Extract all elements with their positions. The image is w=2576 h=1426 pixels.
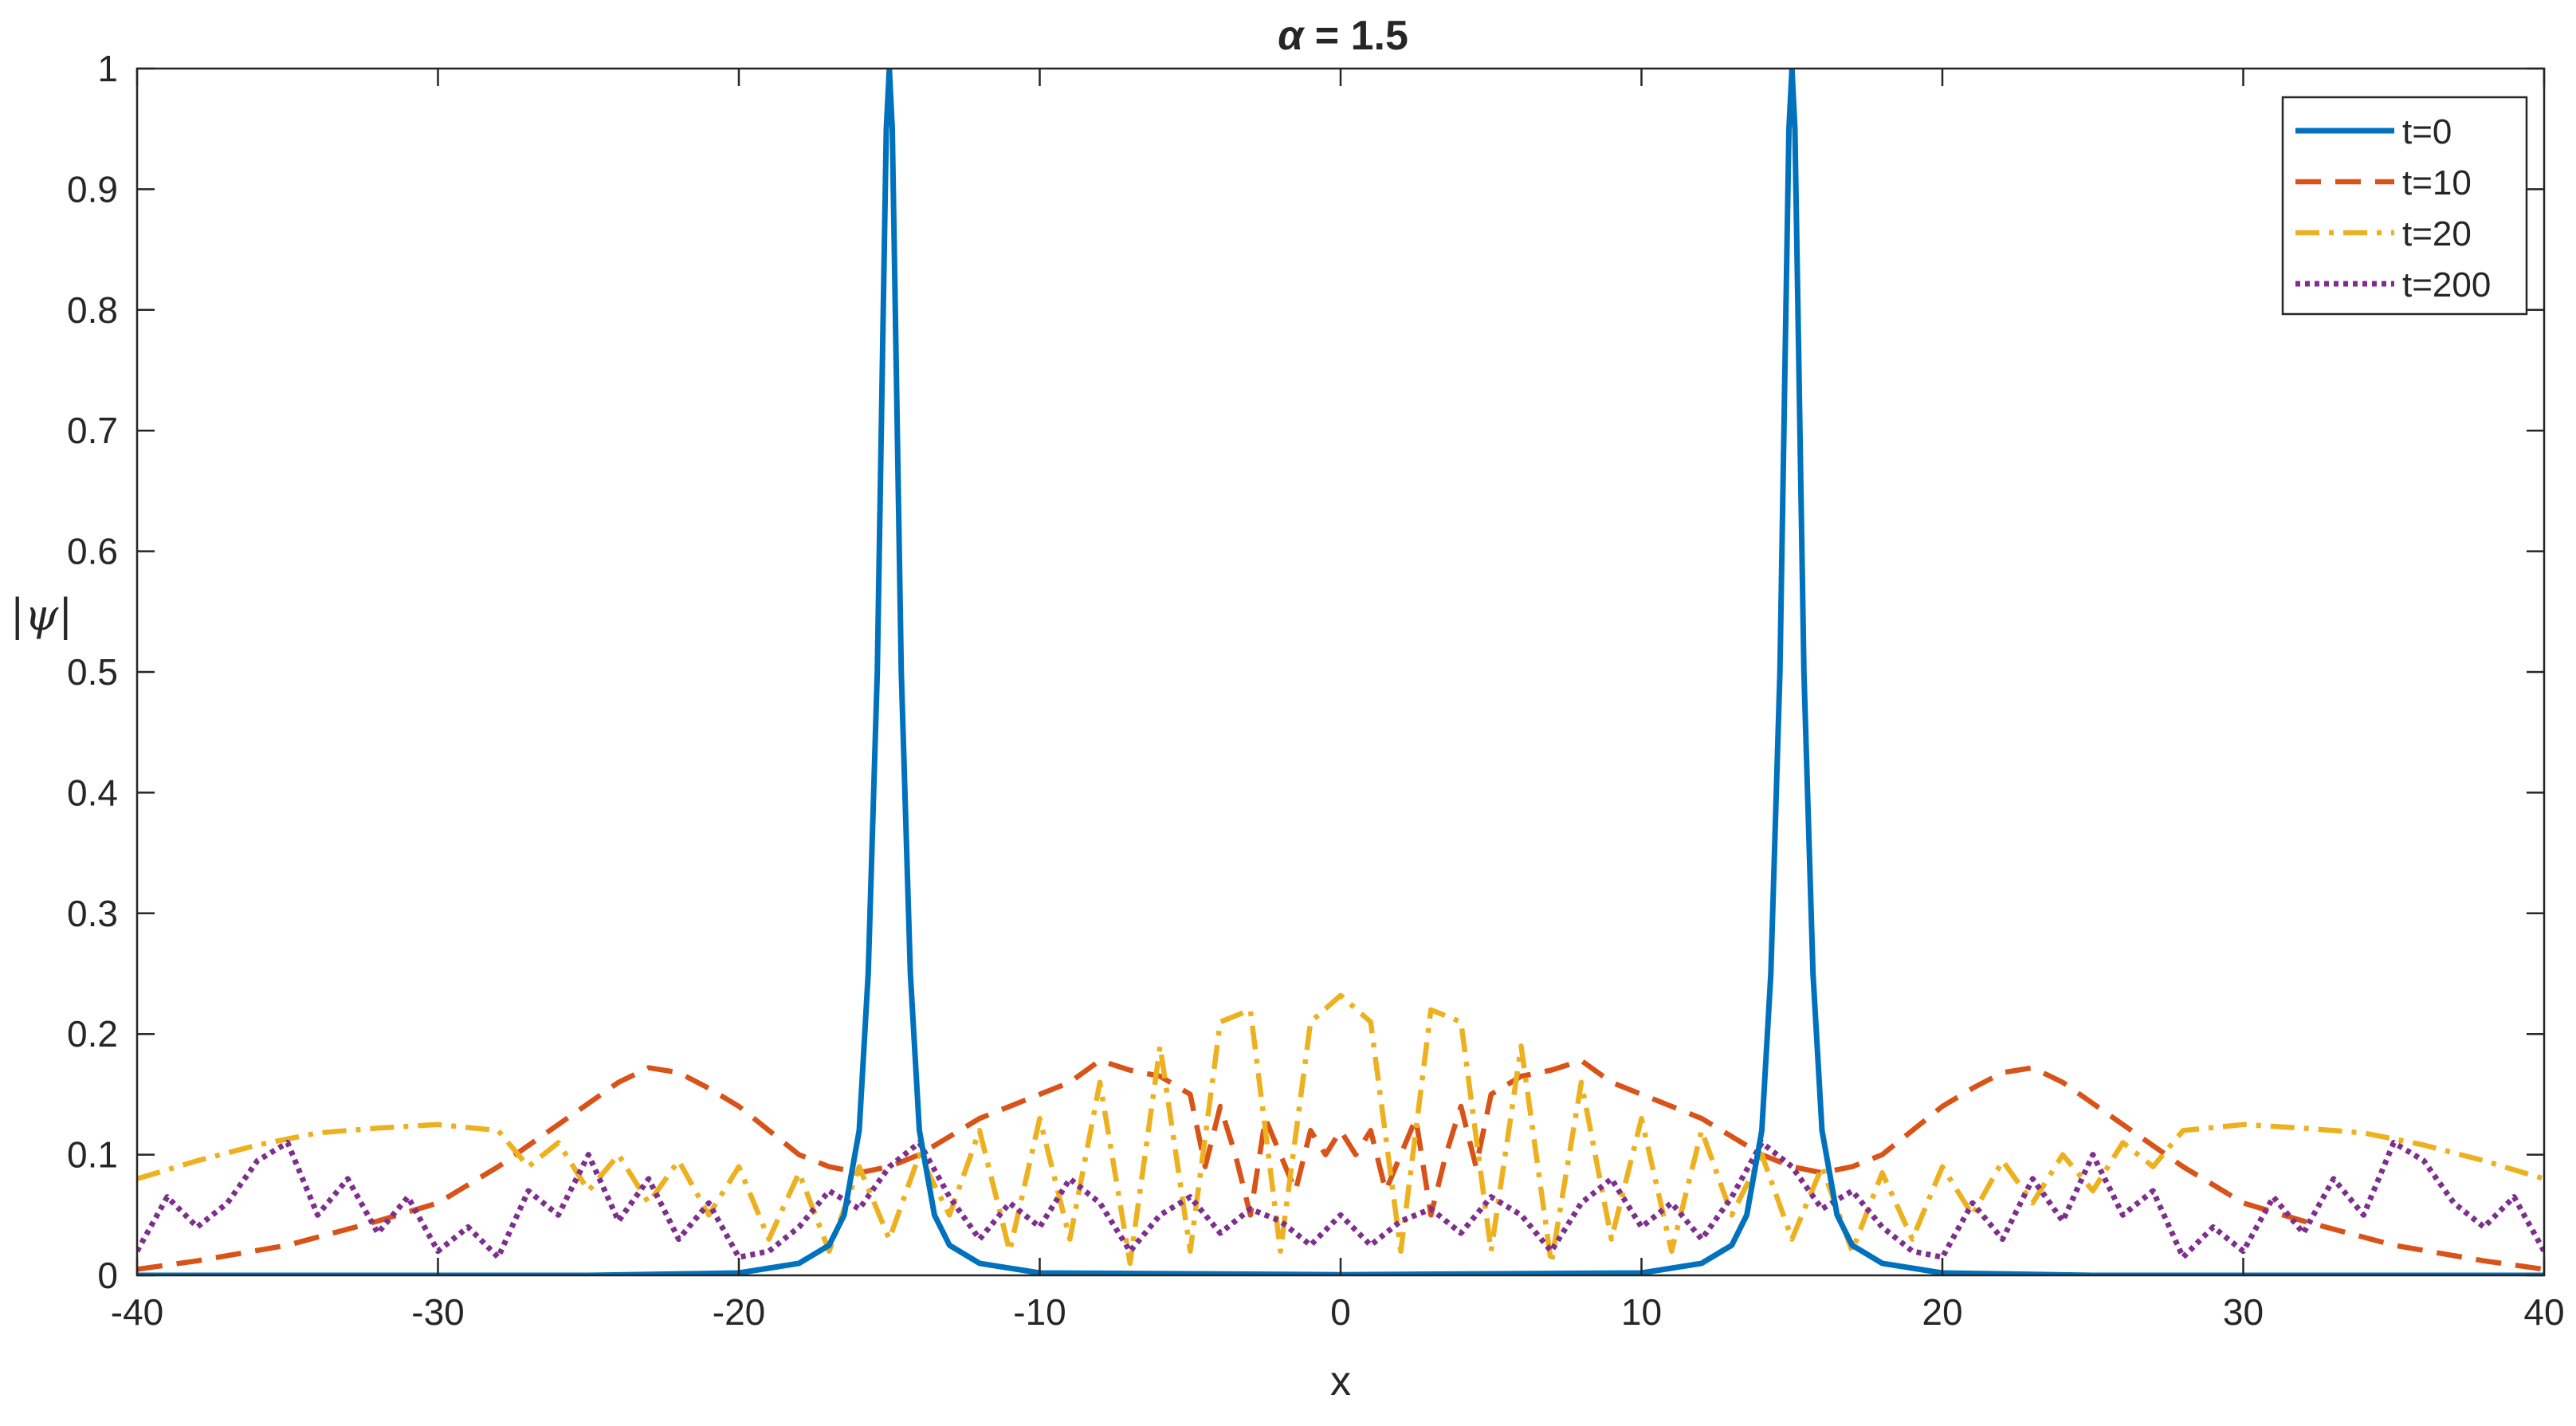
x-tick-label: -10 bbox=[1013, 1291, 1066, 1333]
y-axis-label: |ψ| bbox=[10, 590, 73, 640]
y-tick-label: 0.9 bbox=[67, 168, 118, 210]
y-tick-label: 0.4 bbox=[67, 772, 118, 813]
x-axis-label: x bbox=[1330, 1358, 1351, 1404]
x-tick-label: -20 bbox=[713, 1291, 765, 1333]
y-ticks: 0 0.1 0.2 0.3 0.4 0.5 0.6 0.7 0.8 0.9 1 bbox=[67, 48, 2544, 1296]
legend-label: t=10 bbox=[2402, 163, 2472, 202]
x-tick-label: 40 bbox=[2523, 1291, 2564, 1333]
x-tick-label: 20 bbox=[1922, 1291, 1962, 1333]
x-tick-label: -30 bbox=[411, 1291, 464, 1333]
x-tick-label: -40 bbox=[111, 1291, 163, 1333]
x-tick-label: 0 bbox=[1330, 1291, 1351, 1333]
legend-label: t=20 bbox=[2402, 214, 2472, 253]
x-tick-label: 30 bbox=[2223, 1291, 2264, 1333]
y-tick-label: 0.2 bbox=[67, 1013, 118, 1055]
y-tick-label: 0.7 bbox=[67, 410, 118, 451]
x-tick-label: 10 bbox=[1621, 1291, 1662, 1333]
x-ticks: -40 -30 -20 -10 0 10 20 30 40 bbox=[111, 69, 2565, 1333]
y-tick-label: 0 bbox=[97, 1255, 118, 1296]
y-tick-label: 0.3 bbox=[67, 893, 118, 934]
legend-label: t=0 bbox=[2402, 112, 2452, 151]
y-tick-label: 1 bbox=[97, 48, 118, 89]
y-tick-label: 0.8 bbox=[67, 289, 118, 331]
y-tick-label: 0.5 bbox=[67, 651, 118, 693]
series-line-t-20 bbox=[137, 992, 2544, 1267]
series-line-t-200 bbox=[137, 1140, 2544, 1260]
chart-title: α = 1.5 bbox=[1278, 13, 1408, 59]
title-rest: = 1.5 bbox=[1303, 13, 1408, 59]
legend-label: t=200 bbox=[2402, 265, 2491, 304]
legend: t=0 t=10 t=20 t=200 bbox=[2281, 96, 2528, 316]
title-symbol: α bbox=[1278, 13, 1306, 59]
y-tick-label: 0.6 bbox=[67, 531, 118, 572]
series-line-t-10 bbox=[137, 1058, 2544, 1272]
y-tick-label: 0.1 bbox=[67, 1134, 118, 1176]
